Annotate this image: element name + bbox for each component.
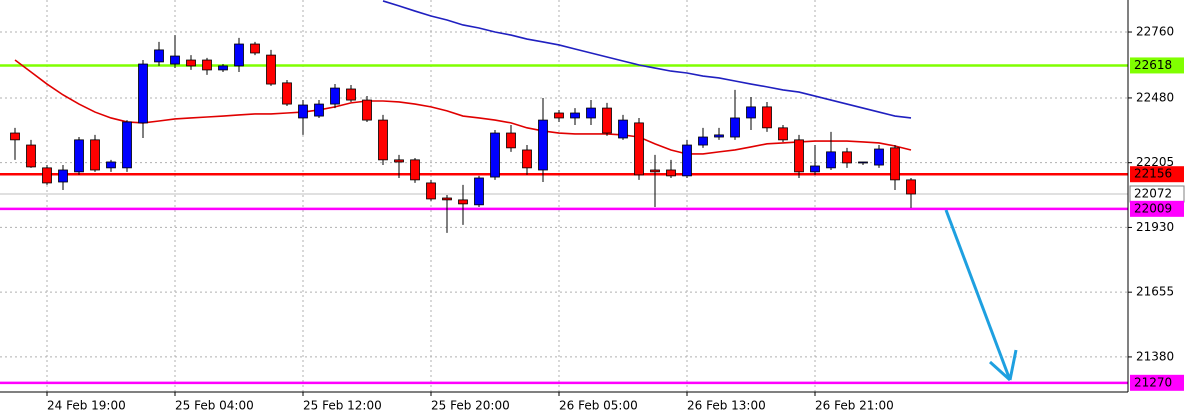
y-tick-label: 21380 xyxy=(1136,349,1174,363)
candle-body xyxy=(442,197,452,201)
y-tick-label: 21930 xyxy=(1136,220,1174,234)
candle-body xyxy=(474,177,484,206)
candle-body xyxy=(682,144,692,177)
candle-body xyxy=(666,169,676,177)
x-tick-label: 25 Feb 12:00 xyxy=(303,399,382,413)
x-tick-label: 26 Feb 05:00 xyxy=(559,399,638,413)
level-label-box xyxy=(1130,166,1184,183)
x-tick-label: 25 Feb 04:00 xyxy=(175,399,254,413)
candle-body xyxy=(74,139,84,173)
candle-body xyxy=(26,144,36,168)
x-tick-label: 24 Feb 19:00 xyxy=(47,399,126,413)
x-tick-label: 25 Feb 20:00 xyxy=(431,399,510,413)
arrow xyxy=(944,209,1018,382)
arrow-shaft xyxy=(944,209,1012,381)
candle-body xyxy=(762,106,772,129)
candle-body xyxy=(842,151,852,164)
candle-body xyxy=(298,104,308,119)
candle-body xyxy=(490,132,500,178)
plot-area xyxy=(0,0,1128,385)
level-label: 22156 xyxy=(1134,167,1172,181)
candle-body xyxy=(426,182,436,200)
y-tick-label: 22480 xyxy=(1136,90,1174,104)
level-label: 22618 xyxy=(1134,58,1172,72)
candle-body xyxy=(778,127,788,141)
candle-body xyxy=(394,159,404,163)
axis-labels: 22760 22480 22205 21930 21655 21380 24 Feb 19:… xyxy=(46,25,1185,413)
candle-body xyxy=(346,88,356,101)
candle-body xyxy=(410,159,420,181)
candle-body xyxy=(698,136,708,146)
candle-body xyxy=(906,179,916,195)
candle-body xyxy=(186,59,196,67)
candle-body xyxy=(634,122,644,176)
candle-body xyxy=(570,112,580,119)
candle-body xyxy=(458,199,468,205)
candle-body xyxy=(746,106,756,119)
candle-body xyxy=(154,49,164,63)
candle-body xyxy=(122,121,132,169)
candle-body xyxy=(650,169,660,173)
candle-body xyxy=(890,147,900,181)
candle-body xyxy=(330,87,340,105)
candle-body xyxy=(618,119,628,139)
candle-body xyxy=(170,55,180,65)
candle-body xyxy=(858,161,868,164)
level-label-box xyxy=(1130,200,1184,217)
candle-body xyxy=(602,107,612,134)
moving-average xyxy=(14,59,912,155)
level-label: 22009 xyxy=(1134,201,1172,215)
candle-body xyxy=(234,43,244,67)
candle-body xyxy=(362,99,372,121)
x-tick-label: 26 Feb 13:00 xyxy=(687,399,766,413)
moving-average xyxy=(382,0,912,119)
candle-body xyxy=(714,134,724,138)
candle-body xyxy=(538,119,548,171)
candle-body xyxy=(266,54,276,85)
arrow-head xyxy=(988,360,1012,382)
candle-body xyxy=(506,132,516,149)
candle-body xyxy=(202,59,212,71)
candle-body xyxy=(314,103,324,117)
x-tick-label: 26 Feb 21:00 xyxy=(815,399,894,413)
level-label: 21270 xyxy=(1134,375,1172,389)
level-label: 22072 xyxy=(1134,186,1172,200)
candle-body xyxy=(586,107,596,119)
candle-body xyxy=(282,82,292,105)
candle-body xyxy=(10,132,20,141)
level-label-box xyxy=(1130,57,1184,74)
candle-body xyxy=(522,149,532,169)
candle-body xyxy=(874,148,884,166)
candle-body xyxy=(250,43,260,54)
level-label-box xyxy=(1130,374,1184,391)
candle-body xyxy=(90,139,100,171)
candle-body xyxy=(58,169,68,183)
arrow-head xyxy=(1008,349,1018,381)
candle-body xyxy=(810,165,820,173)
y-tick-label: 22205 xyxy=(1136,155,1174,169)
candle-body xyxy=(378,119,388,161)
y-tick-label: 22760 xyxy=(1136,25,1174,39)
candle-body xyxy=(42,167,52,184)
y-tick-label: 21655 xyxy=(1136,285,1174,299)
candle-body xyxy=(554,112,564,119)
candle-body xyxy=(106,161,116,169)
candle-body xyxy=(218,65,228,71)
candle-body xyxy=(730,117,740,138)
candle-body xyxy=(138,63,148,124)
candle-body xyxy=(794,139,804,173)
candle-body xyxy=(826,151,836,169)
